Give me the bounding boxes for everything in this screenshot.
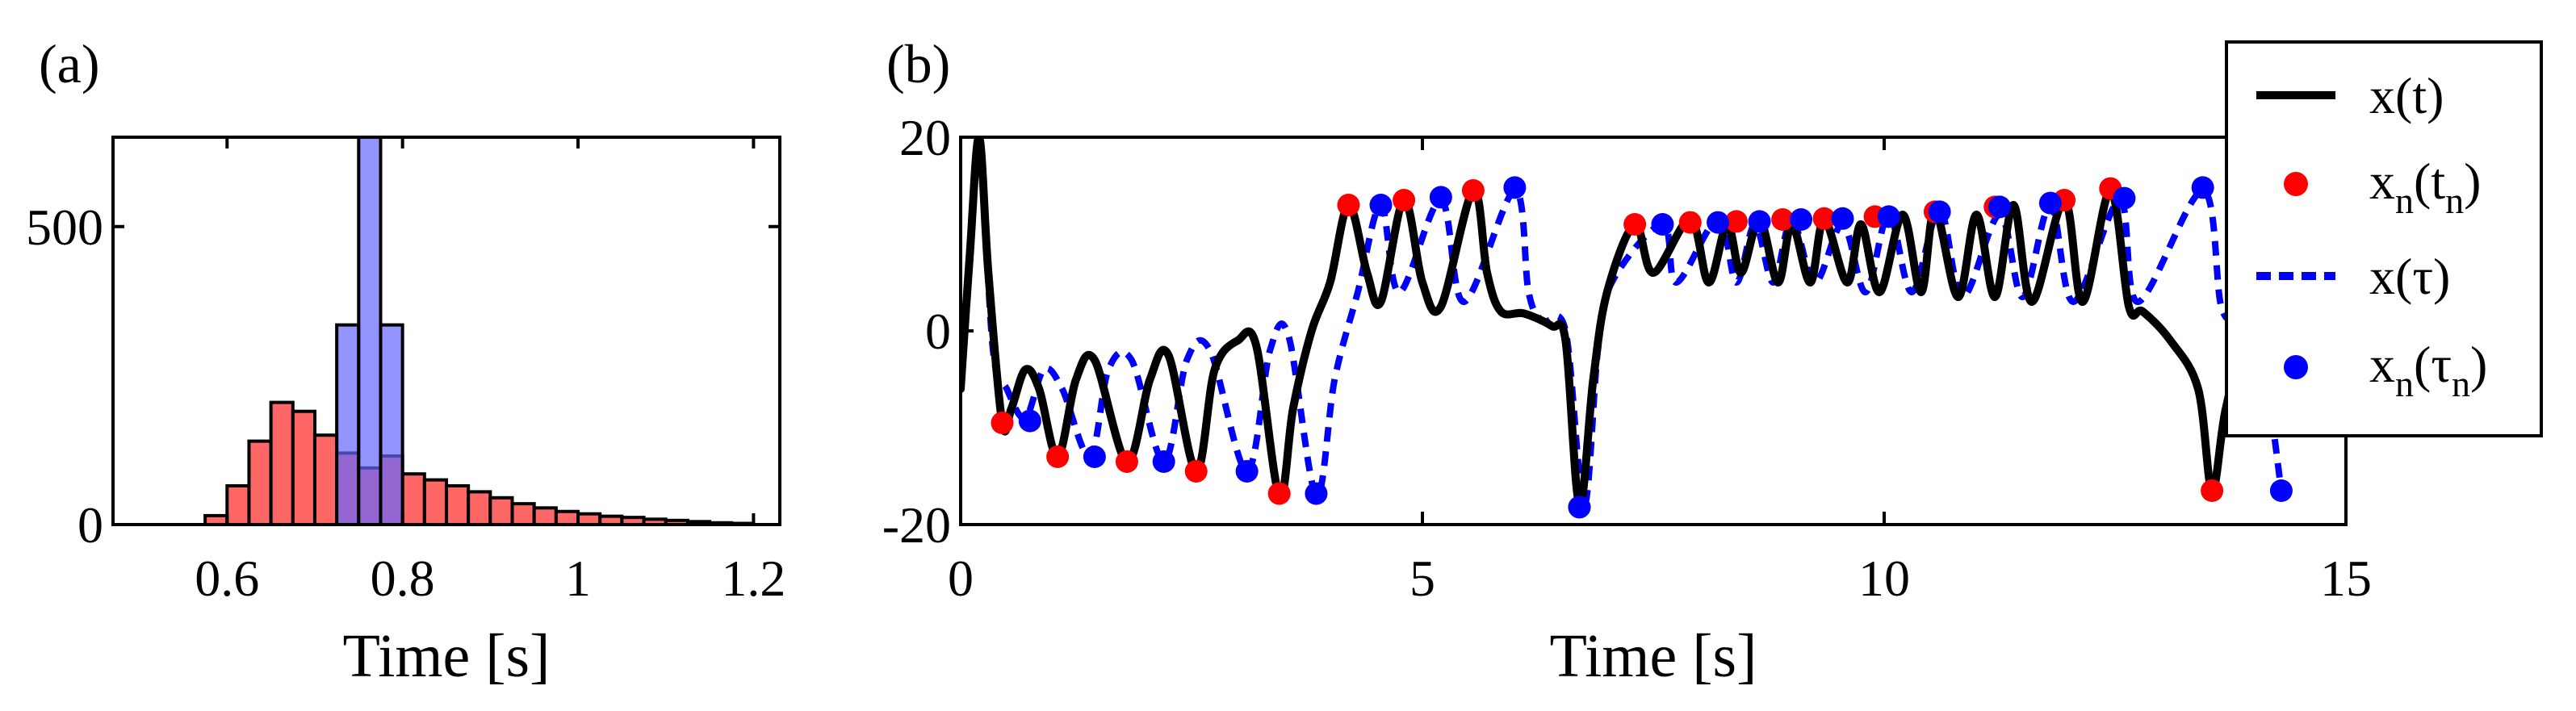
y-tick-label-b: 20 (899, 109, 951, 166)
histogram-bar (510, 502, 536, 527)
y-tick-label-a: 500 (26, 199, 103, 256)
marker-xn_taun (1790, 208, 1813, 231)
x-tick-label-b: 15 (2320, 550, 2372, 607)
x-tick-label-a: 1 (565, 550, 591, 607)
x-tick-label-a: 0.8 (371, 550, 435, 607)
histogram-bar (467, 490, 492, 527)
marker-xn_tn (991, 412, 1014, 434)
series-line-x_tau (961, 137, 2285, 509)
x-tick-label-b: 10 (1858, 550, 1910, 607)
marker-xn_taun (1988, 195, 2011, 219)
marker-xn_tn (1267, 482, 1291, 505)
legend-swatch-xn-tn (2284, 172, 2308, 196)
x-tick-label-a: 1.2 (721, 550, 785, 607)
histogram-bar (554, 509, 580, 526)
histogram-ticks: 0.6 0.8 1 1.2 0 500 (26, 137, 785, 607)
series-line-xt (961, 137, 2346, 510)
legend-item-xn-tn: xn(tn) (2284, 153, 2481, 221)
x-tick-label-a: 0.6 (195, 550, 259, 607)
marker-xn_tn (1337, 194, 1360, 216)
marker-xn_tn (1771, 208, 1795, 231)
histogram-bar (247, 439, 273, 526)
legend-item-xt: x(t) (2256, 67, 2444, 124)
timeseries-lines (961, 137, 2346, 510)
histogram-bar (445, 484, 471, 526)
marker-xn_tn (1678, 211, 1702, 234)
marker-xn_taun (1707, 211, 1730, 234)
legend-label-x-tau: x(τ) (2369, 248, 2450, 305)
marker-xn_taun (1877, 205, 1900, 228)
histogram-bar (335, 323, 361, 526)
histogram-axes (111, 136, 781, 526)
marker-xn_taun (2191, 176, 2214, 199)
histogram-bar (357, 136, 383, 526)
histogram-bar (225, 484, 251, 526)
marker-xn_taun (1429, 186, 1452, 209)
marker-xn_tn (1393, 189, 1416, 211)
marker-xn_taun (1235, 460, 1259, 483)
marker-xn_tn (1115, 450, 1138, 473)
y-tick-label-b: 0 (925, 303, 951, 360)
marker-xn_tn (1461, 179, 1485, 202)
marker-xn_tn (1623, 213, 1647, 236)
marker-xn_taun (1083, 445, 1106, 468)
histogram-bar (269, 400, 295, 526)
histogram-bar (379, 323, 404, 526)
marker-xn_taun (1369, 194, 1393, 216)
histogram-bar (291, 409, 316, 527)
marker-xn_taun (2038, 191, 2062, 215)
y-tick-label-b: -20 (882, 496, 951, 554)
marker-xn_taun (1928, 200, 1951, 224)
histogram-bar (488, 496, 514, 526)
plot-frame-a (111, 136, 781, 526)
legend: x(t) xn(tn) x(τ) xn(τn) (2225, 40, 2543, 437)
marker-xn_tn (1046, 445, 1070, 468)
histogram-panel: (a) 0.6 0.8 1 1.2 0 500 Time [s] (26, 33, 785, 690)
marker-xn_taun (1651, 213, 1674, 236)
marker-xn_taun (1748, 210, 1771, 233)
legend-label-xn-taun: xn(τn) (2369, 336, 2487, 404)
marker-xn_tn (1724, 210, 1748, 233)
histogram-bar (400, 472, 426, 527)
x-axis-label-b: Time [s] (1550, 622, 1757, 690)
x-axis-label-a: Time [s] (343, 622, 551, 690)
timeseries-markers (991, 176, 2293, 519)
histogram-bar (532, 506, 558, 526)
legend-item-xn-taun: xn(τn) (2284, 336, 2487, 404)
legend-label-xt: x(t) (2369, 67, 2444, 124)
histogram-bar (422, 478, 448, 526)
y-tick-label-a: 0 (77, 496, 103, 554)
legend-label-xn-tn: xn(tn) (2369, 153, 2481, 221)
marker-xn_taun (1152, 450, 1175, 473)
legend-swatch-xn-taun (2284, 355, 2308, 379)
legend-box (2225, 40, 2543, 437)
marker-xn_tn (1184, 460, 1208, 483)
histogram-bar (312, 433, 339, 527)
x-tick-label-b: 5 (1409, 550, 1435, 607)
marker-xn_taun (1568, 496, 1591, 519)
marker-xn_taun (1018, 409, 1041, 433)
marker-xn_taun (1503, 176, 1527, 199)
marker-xn_taun (1305, 482, 1328, 505)
panel-label-b: (b) (886, 33, 950, 94)
histogram-bars (203, 136, 756, 527)
x-tick-label-b: 0 (948, 550, 974, 607)
panel-label-a: (a) (39, 33, 99, 94)
marker-xn_taun (1831, 207, 1854, 230)
marker-xn_taun (2269, 479, 2293, 502)
legend-item-x-tau: x(τ) (2256, 248, 2450, 305)
marker-xn_tn (1812, 207, 1836, 230)
marker-xn_tn (2201, 479, 2224, 502)
marker-xn_taun (2113, 186, 2136, 210)
